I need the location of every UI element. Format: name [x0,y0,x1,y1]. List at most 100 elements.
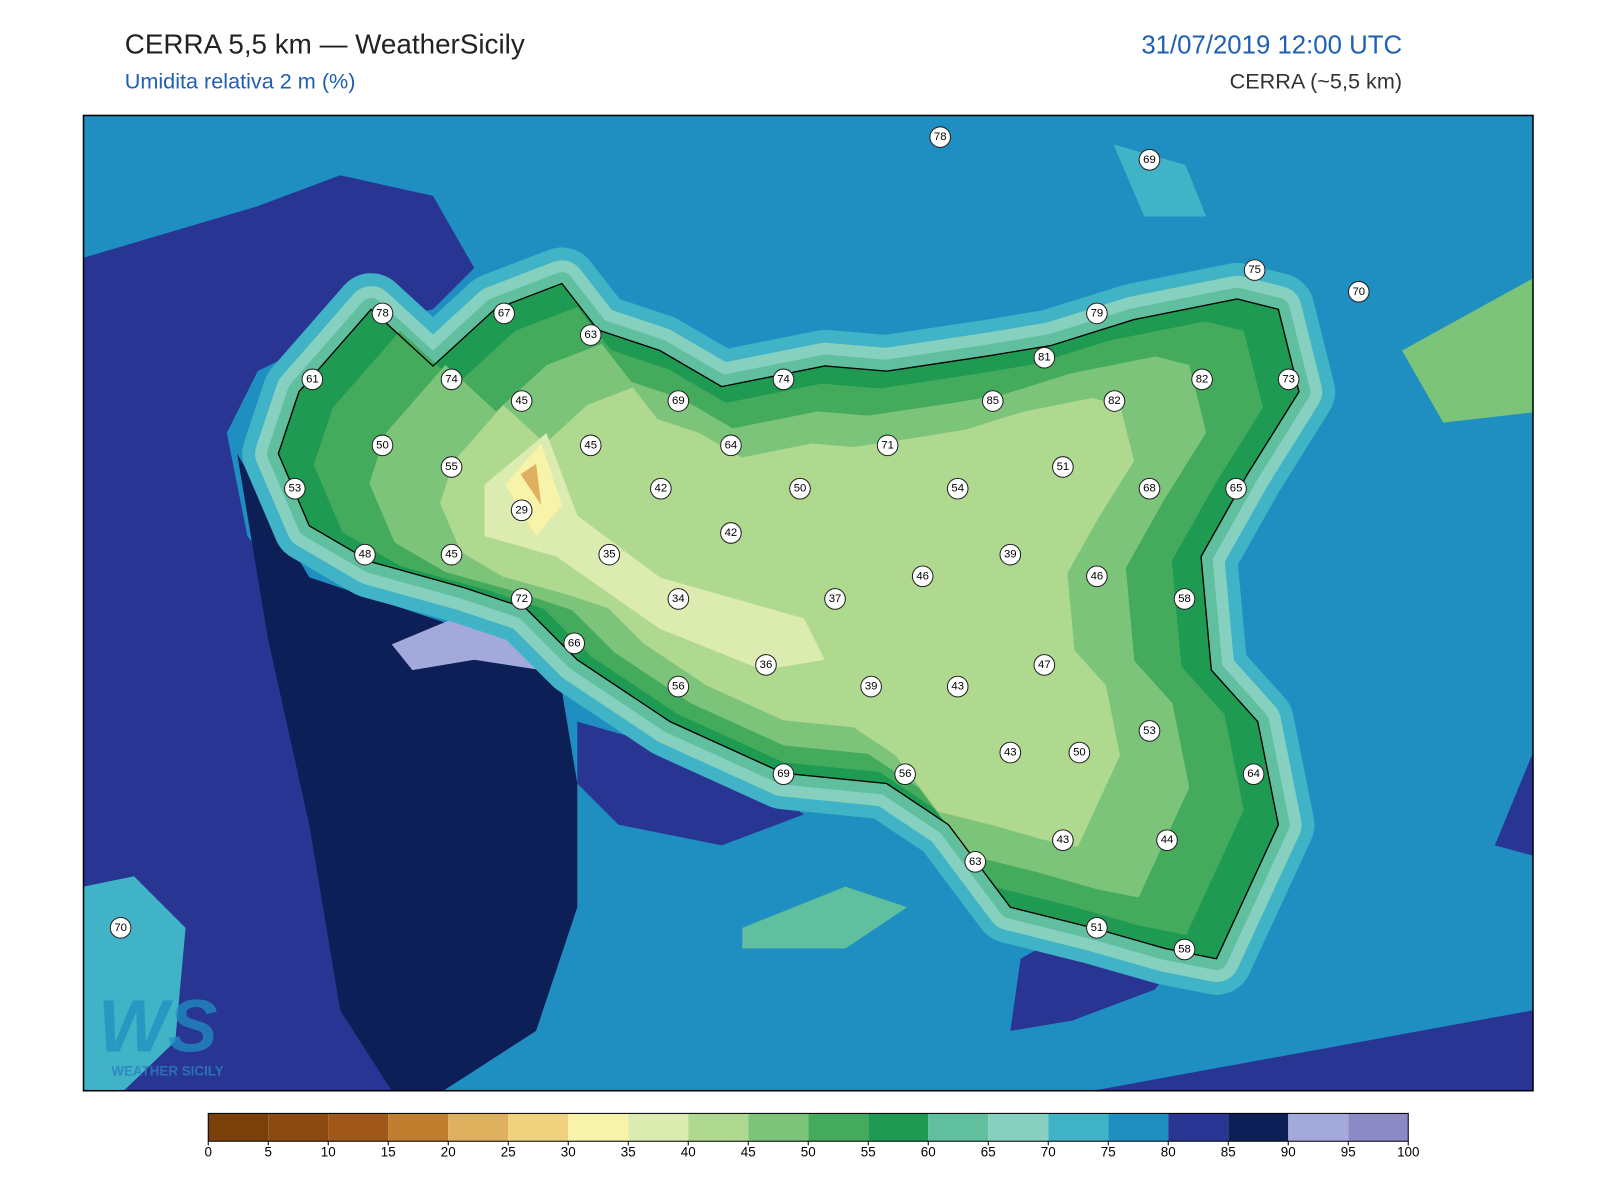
colorbar-tick-label: 35 [621,1145,636,1160]
colorbar-segment [988,1113,1049,1142]
station-value: 56 [899,768,912,780]
station-marker [667,588,690,610]
station-marker [440,543,463,566]
station-marker [946,477,969,500]
station-value: 68 [1143,483,1156,495]
station-value: 42 [725,527,738,539]
station-marker [1277,368,1300,391]
station-marker [510,588,533,610]
station-marker [755,654,777,676]
station-value: 71 [881,439,894,451]
station-value: 63 [584,329,597,341]
station-value: 43 [1004,747,1017,759]
station-value: 82 [1196,373,1209,385]
colorbar-segment [208,1113,269,1142]
station-value: 64 [725,439,738,451]
station-value: 69 [1143,154,1156,166]
station-value: 58 [1178,943,1191,955]
stations: 78 69 75 70 78 67 63 79 81 61 74 74 82 73 45 69 85 82 50 45… [109,126,1370,961]
station-marker [510,499,533,522]
colorbar-segment [1108,1113,1169,1142]
station-value: 34 [672,593,685,605]
colorbar: 0 5 10 15 20 25 30 35 40 45 50 55 60 65 70 75 80 85 90 95 10… [205,1112,1419,1160]
colorbar-segment [268,1113,329,1142]
station-marker [667,390,690,412]
station-value: 82 [1108,395,1121,407]
colorbar-tick-label: 15 [381,1145,396,1160]
station-marker [1156,829,1178,852]
station-value: 70 [114,922,127,934]
station-marker [929,126,952,148]
station-marker [440,368,463,391]
colorbar-segment [928,1113,989,1142]
station-marker [1033,346,1056,369]
station-value: 37 [829,593,842,605]
station-marker [1086,917,1108,939]
station-marker [371,302,394,325]
station-value: 35 [603,549,616,561]
station-value: 50 [376,439,389,451]
station-value: 45 [584,439,597,451]
station-value: 42 [655,483,668,495]
colorbar-segment [1048,1113,1109,1142]
station-marker [789,477,811,500]
station-value: 39 [865,681,878,693]
station-value: 29 [515,504,528,516]
station-value: 55 [445,461,458,473]
colorbar-tick-label: 10 [321,1145,336,1160]
colorbar-tick-label: 0 [205,1145,212,1160]
colorbar-tick-label: 50 [801,1145,816,1160]
colorbar-tick-label: 90 [1281,1145,1296,1160]
colorbar-tick-label: 45 [741,1145,756,1160]
station-marker [667,675,690,698]
colorbar-segment [688,1113,749,1142]
colorbar-segment [748,1113,809,1142]
station-marker [911,565,934,588]
station-value: 43 [1057,834,1070,846]
station-marker [1103,390,1126,412]
station-value: 72 [515,593,528,605]
station-value: 61 [306,373,319,385]
station-value: 50 [1073,747,1086,759]
station-value: 53 [289,483,302,495]
station-marker [1347,280,1370,303]
station-value: 78 [376,307,389,319]
station-marker [510,390,533,412]
colorbar-segment [1288,1113,1349,1142]
station-value: 39 [1004,549,1017,561]
station-value: 81 [1038,352,1051,364]
colorbar-tick-label: 55 [861,1145,876,1160]
station-marker [1173,938,1196,961]
station-marker [1052,456,1074,478]
colorbar-tick-label: 5 [265,1145,272,1160]
colorbar-tick-label: 30 [561,1145,576,1160]
station-marker [894,763,916,786]
logo-text: WEATHER SICILY [111,1063,223,1078]
station-value: 66 [568,637,581,649]
station-marker [1225,477,1247,500]
station-value: 45 [515,395,528,407]
station-marker [1242,763,1265,786]
station-value: 64 [1247,768,1260,780]
subtitle: Umidita relativa 2 m (%) [125,69,356,94]
station-marker [946,675,969,698]
station-marker [1052,829,1074,852]
station-marker [1191,368,1213,391]
station-marker [999,741,1022,764]
station-marker [860,675,882,698]
station-value: 79 [1091,307,1104,319]
colorbar-tick-label: 80 [1161,1145,1176,1160]
station-marker [1138,477,1161,500]
station-value: 53 [1143,725,1156,737]
logo: WS WEATHER SICILY [98,985,224,1079]
colorbar-segment [508,1113,569,1142]
station-value: 58 [1178,593,1191,605]
colorbar-tick-label: 75 [1101,1145,1116,1160]
logo-mark: WS [98,985,218,1068]
station-marker [1068,741,1091,764]
station-value: 65 [1230,483,1243,495]
station-marker [301,368,324,391]
station-value: 54 [951,483,964,495]
station-value: 36 [760,659,773,671]
